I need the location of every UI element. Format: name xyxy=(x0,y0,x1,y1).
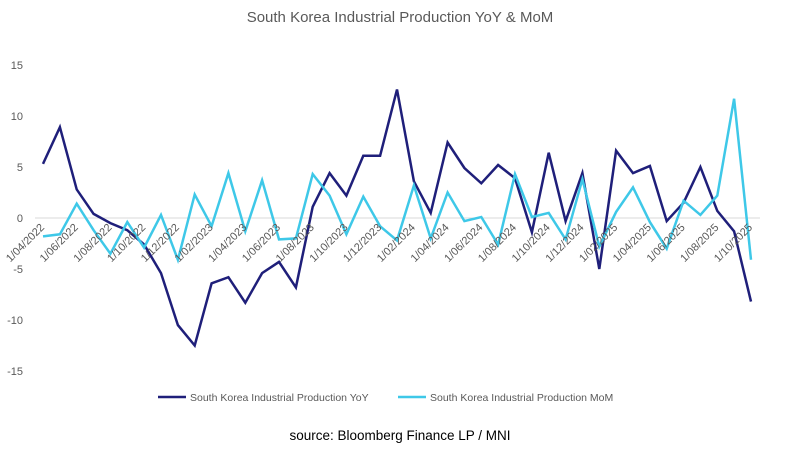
series-lines xyxy=(41,89,753,349)
y-tick-label: 15 xyxy=(11,60,23,72)
y-tick-label: 10 xyxy=(11,111,23,123)
series-line-yoy xyxy=(41,89,753,349)
y-tick-label: -5 xyxy=(13,264,23,276)
legend: South Korea Industrial Production YoY So… xyxy=(158,392,613,404)
y-tick-label: 5 xyxy=(17,162,23,174)
y-tick-label: 0 xyxy=(17,213,23,225)
series-line-mom xyxy=(42,98,753,264)
legend-label-yoy: South Korea Industrial Production YoY xyxy=(190,392,369,404)
chart-title: South Korea Industrial Production YoY & … xyxy=(247,9,554,26)
y-tick-label: -10 xyxy=(7,315,23,327)
y-tick-label: -15 xyxy=(7,366,23,378)
y-axis-ticks: -15 -10 -5 0 5 10 15 xyxy=(7,60,23,378)
source-note: source: Bloomberg Finance LP / MNI xyxy=(289,428,511,443)
legend-label-mom: South Korea Industrial Production MoM xyxy=(430,392,613,404)
